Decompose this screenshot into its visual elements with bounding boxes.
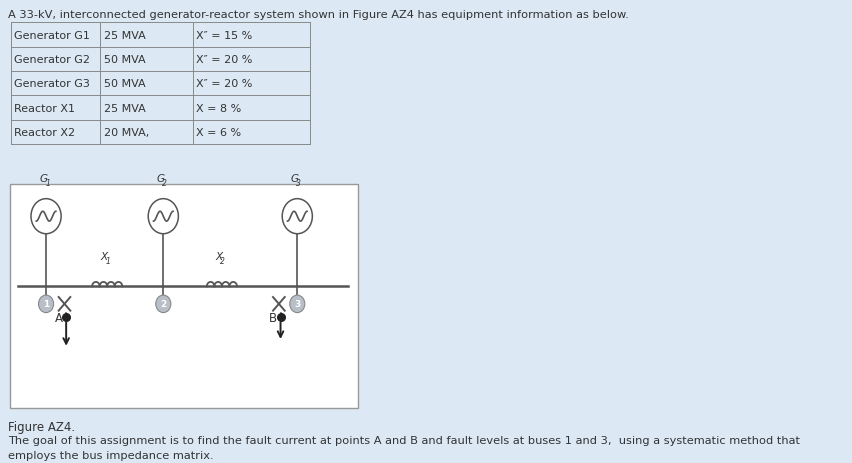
Text: X: X	[101, 251, 107, 262]
Text: X: X	[215, 251, 222, 262]
Text: A: A	[55, 311, 62, 324]
Text: G: G	[157, 174, 164, 184]
Text: Figure AZ4.: Figure AZ4.	[9, 420, 76, 433]
Text: X = 8 %: X = 8 %	[196, 103, 241, 113]
Text: G: G	[291, 174, 298, 184]
Text: The goal of this assignment is to find the fault current at points A and B and f: The goal of this assignment is to find t…	[9, 435, 799, 460]
Text: 3: 3	[294, 300, 300, 309]
Circle shape	[290, 295, 304, 313]
Text: X″ = 20 %: X″ = 20 %	[196, 79, 252, 89]
Text: Reactor X1: Reactor X1	[14, 103, 75, 113]
Text: Generator G3: Generator G3	[14, 79, 90, 89]
Text: 25 MVA: 25 MVA	[104, 103, 146, 113]
Text: X = 6 %: X = 6 %	[196, 128, 241, 138]
Text: 50 MVA: 50 MVA	[104, 79, 146, 89]
Text: Reactor X2: Reactor X2	[14, 128, 75, 138]
Circle shape	[156, 295, 170, 313]
Text: 2: 2	[220, 257, 225, 265]
Circle shape	[38, 295, 54, 313]
FancyBboxPatch shape	[10, 185, 357, 408]
Text: B: B	[268, 311, 277, 324]
Circle shape	[31, 199, 61, 234]
Text: X″ = 20 %: X″ = 20 %	[196, 55, 252, 65]
Text: 1: 1	[45, 179, 50, 188]
Text: Generator G2: Generator G2	[14, 55, 90, 65]
Text: X″ = 15 %: X″ = 15 %	[196, 31, 252, 40]
Circle shape	[282, 199, 312, 234]
Text: G: G	[39, 174, 48, 184]
Text: 1: 1	[106, 257, 110, 265]
Text: 20 MVA,: 20 MVA,	[104, 128, 149, 138]
Circle shape	[148, 199, 178, 234]
Text: A 33-kV, interconnected generator-reactor system shown in Figure AZ4 has equipme: A 33-kV, interconnected generator-reacto…	[9, 10, 629, 20]
Text: 1: 1	[43, 300, 49, 309]
Text: 25 MVA: 25 MVA	[104, 31, 146, 40]
Text: 2: 2	[160, 300, 166, 309]
Text: 2: 2	[162, 179, 167, 188]
Text: 50 MVA: 50 MVA	[104, 55, 146, 65]
Text: 3: 3	[296, 179, 301, 188]
Text: Generator G1: Generator G1	[14, 31, 90, 40]
